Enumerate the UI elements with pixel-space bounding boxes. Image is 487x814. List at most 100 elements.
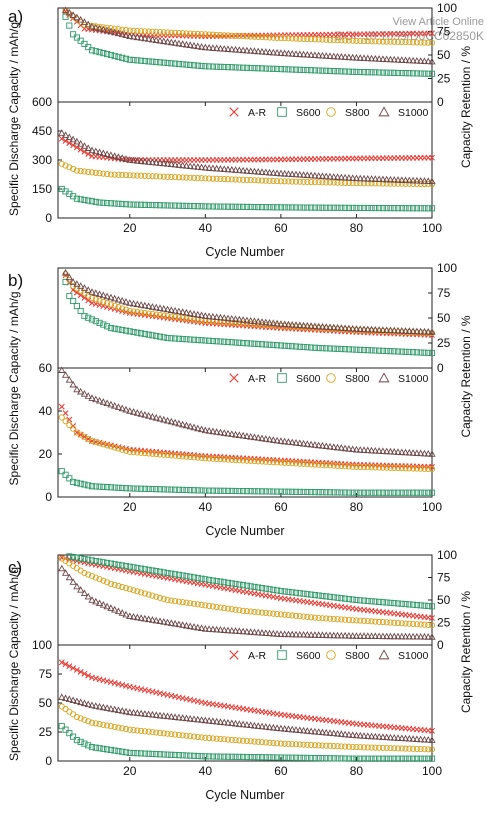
retention-point [417, 57, 425, 64]
retention-point [289, 35, 296, 42]
capacity-point [326, 442, 334, 450]
x-tick-label: 40 [199, 221, 213, 235]
capacity-point [141, 201, 148, 208]
capacity-point [58, 414, 65, 421]
capacity-point [281, 204, 288, 211]
retention-point [228, 580, 235, 587]
capacity-point [92, 483, 99, 490]
capacity-point [429, 727, 435, 734]
capacity-point [247, 738, 254, 745]
capacity-point [81, 740, 88, 747]
capacity-point [390, 176, 398, 183]
retention-point [425, 39, 432, 46]
capacity-point [353, 744, 360, 751]
retention-point [220, 314, 228, 321]
retention-point [70, 297, 77, 305]
retention-point [228, 606, 235, 613]
capacity-point [417, 465, 424, 472]
capacity-point [156, 451, 164, 458]
capacity-point [149, 750, 156, 757]
retention-point [265, 319, 274, 326]
capacity-point [183, 174, 190, 181]
retention-point [333, 631, 342, 639]
capacity-point [239, 166, 247, 174]
capacity-point [80, 699, 89, 707]
capacity-point [375, 175, 383, 183]
capacity-point [372, 489, 379, 496]
retention-point [81, 21, 88, 28]
capacity-point [243, 737, 250, 745]
capacity-point [342, 463, 349, 470]
retention-point [194, 574, 201, 582]
capacity-point [202, 487, 209, 494]
retention-point [342, 346, 349, 353]
capacity-point [421, 746, 428, 753]
retention-point [160, 312, 167, 319]
capacity-point [217, 753, 224, 760]
capacity-point [386, 733, 395, 741]
retention-point [299, 50, 308, 58]
capacity-point [100, 199, 107, 206]
capacity-point [307, 171, 315, 179]
retention-point [304, 591, 311, 598]
capacity-point [262, 177, 269, 184]
capacity-point [255, 738, 262, 745]
capacity-point [406, 489, 413, 496]
capacity-point [401, 176, 410, 184]
capacity-point [205, 717, 213, 724]
retention-point [163, 618, 172, 626]
retention-point [372, 69, 379, 76]
capacity-point [197, 425, 206, 433]
capacity-point [258, 177, 266, 184]
retention-point [156, 617, 164, 625]
retention-point [171, 307, 179, 314]
capacity-point [417, 489, 424, 496]
retention-point [73, 280, 81, 287]
retention-point [398, 38, 405, 46]
retention-point [262, 341, 269, 348]
capacity-point [387, 205, 394, 212]
retention-point [164, 334, 171, 342]
retention-point [152, 616, 160, 624]
retention-point [289, 612, 296, 619]
retention-point [70, 553, 77, 561]
capacity-point [353, 755, 360, 762]
capacity-point [262, 739, 269, 746]
capacity-point [323, 179, 330, 186]
capacity-point [206, 455, 213, 462]
capacity-point [428, 181, 436, 188]
capacity-point [425, 755, 432, 762]
capacity-point [292, 460, 300, 467]
retention-point [413, 57, 421, 64]
capacity-point [66, 421, 73, 429]
capacity-point [164, 452, 171, 459]
capacity-point [406, 465, 413, 472]
retention-point [107, 560, 114, 567]
capacity-point [240, 457, 247, 464]
capacity-point [274, 459, 281, 466]
retention-point [190, 623, 198, 630]
capacity-point [398, 448, 406, 456]
capacity-point [194, 454, 201, 461]
capacity-point [383, 205, 390, 212]
retention-point [429, 615, 435, 621]
x-tick-label: 20 [123, 500, 137, 514]
capacity-point [387, 745, 394, 752]
capacity-point [61, 694, 70, 702]
retention-point [360, 69, 368, 76]
capacity-point [58, 723, 65, 730]
capacity-point [349, 445, 357, 453]
capacity-point [255, 204, 262, 211]
retention-point [345, 346, 352, 353]
retention-point [141, 590, 148, 597]
capacity-point [73, 479, 80, 486]
capacity-point [277, 724, 285, 732]
capacity-point [70, 711, 77, 718]
capacity-point [342, 743, 349, 750]
retention-point [202, 63, 209, 70]
capacity-point [258, 434, 266, 442]
legend-marker-s800 [326, 650, 336, 660]
retention-point [413, 349, 420, 356]
retention-point [410, 70, 417, 77]
capacity-point [277, 178, 284, 185]
